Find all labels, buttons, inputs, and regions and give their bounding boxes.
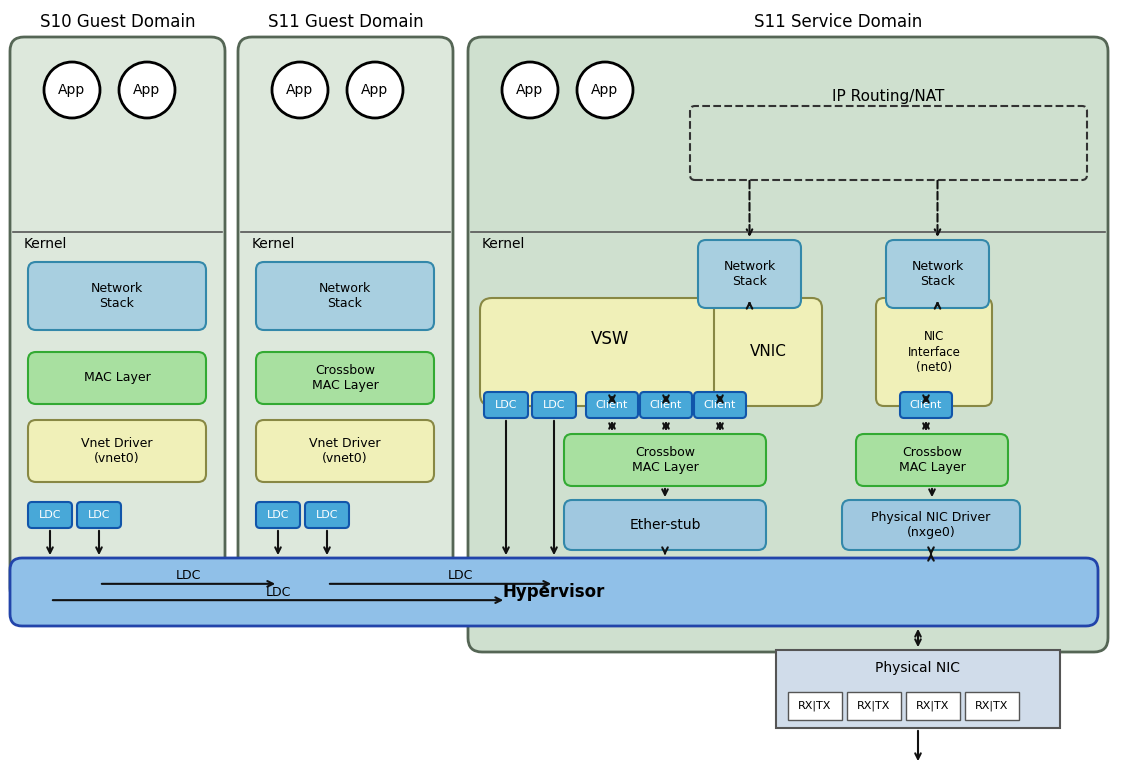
Text: Network
Stack: Network Stack	[911, 260, 964, 288]
Text: S11 Service Domain: S11 Service Domain	[754, 13, 922, 31]
Bar	[788, 692, 842, 720]
Text: LDC: LDC	[176, 570, 201, 582]
FancyBboxPatch shape	[564, 434, 766, 486]
Text: RX|TX: RX|TX	[917, 700, 949, 711]
FancyBboxPatch shape	[886, 240, 988, 308]
Text: LDC: LDC	[543, 400, 565, 410]
FancyBboxPatch shape	[714, 298, 822, 406]
Text: RX|TX: RX|TX	[975, 700, 1009, 711]
Bar	[965, 692, 1019, 720]
Text: Kernel: Kernel	[482, 237, 525, 251]
Text: LDC: LDC	[495, 400, 517, 410]
FancyBboxPatch shape	[698, 240, 801, 308]
Text: RX|TX: RX|TX	[857, 700, 891, 711]
Text: Crossbow
MAC Layer: Crossbow MAC Layer	[632, 446, 698, 474]
FancyBboxPatch shape	[532, 392, 576, 418]
Text: Crossbow
MAC Layer: Crossbow MAC Layer	[899, 446, 965, 474]
Text: S11 Guest Domain: S11 Guest Domain	[268, 13, 423, 31]
Text: App: App	[58, 83, 85, 97]
FancyBboxPatch shape	[695, 392, 746, 418]
Text: Network
Stack: Network Stack	[724, 260, 775, 288]
Text: Network
Stack: Network Stack	[91, 282, 144, 310]
FancyBboxPatch shape	[480, 298, 741, 406]
FancyBboxPatch shape	[256, 502, 300, 528]
FancyBboxPatch shape	[28, 502, 72, 528]
Text: Client: Client	[596, 400, 628, 410]
Text: LDC: LDC	[267, 510, 289, 520]
FancyBboxPatch shape	[10, 37, 226, 602]
Text: Network
Stack: Network Stack	[319, 282, 371, 310]
FancyBboxPatch shape	[256, 352, 434, 404]
Circle shape	[44, 62, 100, 118]
Text: Client: Client	[703, 400, 736, 410]
Text: S10 Guest Domain: S10 Guest Domain	[39, 13, 195, 31]
FancyBboxPatch shape	[256, 420, 434, 482]
FancyBboxPatch shape	[238, 37, 453, 602]
FancyBboxPatch shape	[305, 502, 349, 528]
Text: RX|TX: RX|TX	[799, 700, 831, 711]
FancyBboxPatch shape	[900, 392, 951, 418]
Text: Vnet Driver
(vnet0): Vnet Driver (vnet0)	[81, 437, 153, 465]
Text: Kernel: Kernel	[252, 237, 295, 251]
Bar	[905, 692, 960, 720]
Text: Client: Client	[650, 400, 682, 410]
Text: Crossbow
MAC Layer: Crossbow MAC Layer	[312, 364, 378, 392]
Text: Vnet Driver
(vnet0): Vnet Driver (vnet0)	[310, 437, 380, 465]
Text: Physical NIC: Physical NIC	[875, 661, 960, 675]
Text: App: App	[591, 83, 618, 97]
Text: Hypervisor: Hypervisor	[503, 583, 605, 601]
Text: App: App	[361, 83, 388, 97]
Text: IP Routing/NAT: IP Routing/NAT	[833, 88, 945, 104]
FancyBboxPatch shape	[256, 262, 434, 330]
Circle shape	[272, 62, 328, 118]
FancyBboxPatch shape	[856, 434, 1008, 486]
Text: Client: Client	[910, 400, 942, 410]
FancyBboxPatch shape	[842, 500, 1020, 550]
Text: LDC: LDC	[315, 510, 338, 520]
FancyBboxPatch shape	[586, 392, 638, 418]
FancyBboxPatch shape	[640, 392, 692, 418]
FancyBboxPatch shape	[484, 392, 528, 418]
FancyBboxPatch shape	[77, 502, 121, 528]
Text: App: App	[516, 83, 544, 97]
Circle shape	[502, 62, 558, 118]
Circle shape	[119, 62, 175, 118]
Text: VNIC: VNIC	[749, 344, 787, 359]
FancyBboxPatch shape	[28, 262, 206, 330]
Text: Physical NIC Driver
(nxge0): Physical NIC Driver (nxge0)	[872, 511, 991, 539]
Text: Kernel: Kernel	[24, 237, 67, 251]
FancyBboxPatch shape	[876, 298, 992, 406]
FancyBboxPatch shape	[468, 37, 1109, 652]
FancyBboxPatch shape	[28, 352, 206, 404]
Circle shape	[577, 62, 633, 118]
FancyBboxPatch shape	[28, 420, 206, 482]
Text: Ether-stub: Ether-stub	[629, 518, 701, 532]
Text: App: App	[134, 83, 160, 97]
Text: LDC: LDC	[448, 570, 473, 582]
Text: MAC Layer: MAC Layer	[84, 372, 150, 385]
Bar	[847, 692, 901, 720]
Text: VSW: VSW	[591, 330, 629, 348]
Text: LDC: LDC	[265, 586, 291, 598]
Text: NIC
Interface
(net0): NIC Interface (net0)	[908, 330, 960, 374]
FancyBboxPatch shape	[564, 500, 766, 550]
Text: App: App	[286, 83, 314, 97]
Text: LDC: LDC	[39, 510, 62, 520]
Bar	[776, 650, 1060, 728]
Text: LDC: LDC	[88, 510, 110, 520]
FancyBboxPatch shape	[10, 558, 1098, 626]
Circle shape	[347, 62, 403, 118]
